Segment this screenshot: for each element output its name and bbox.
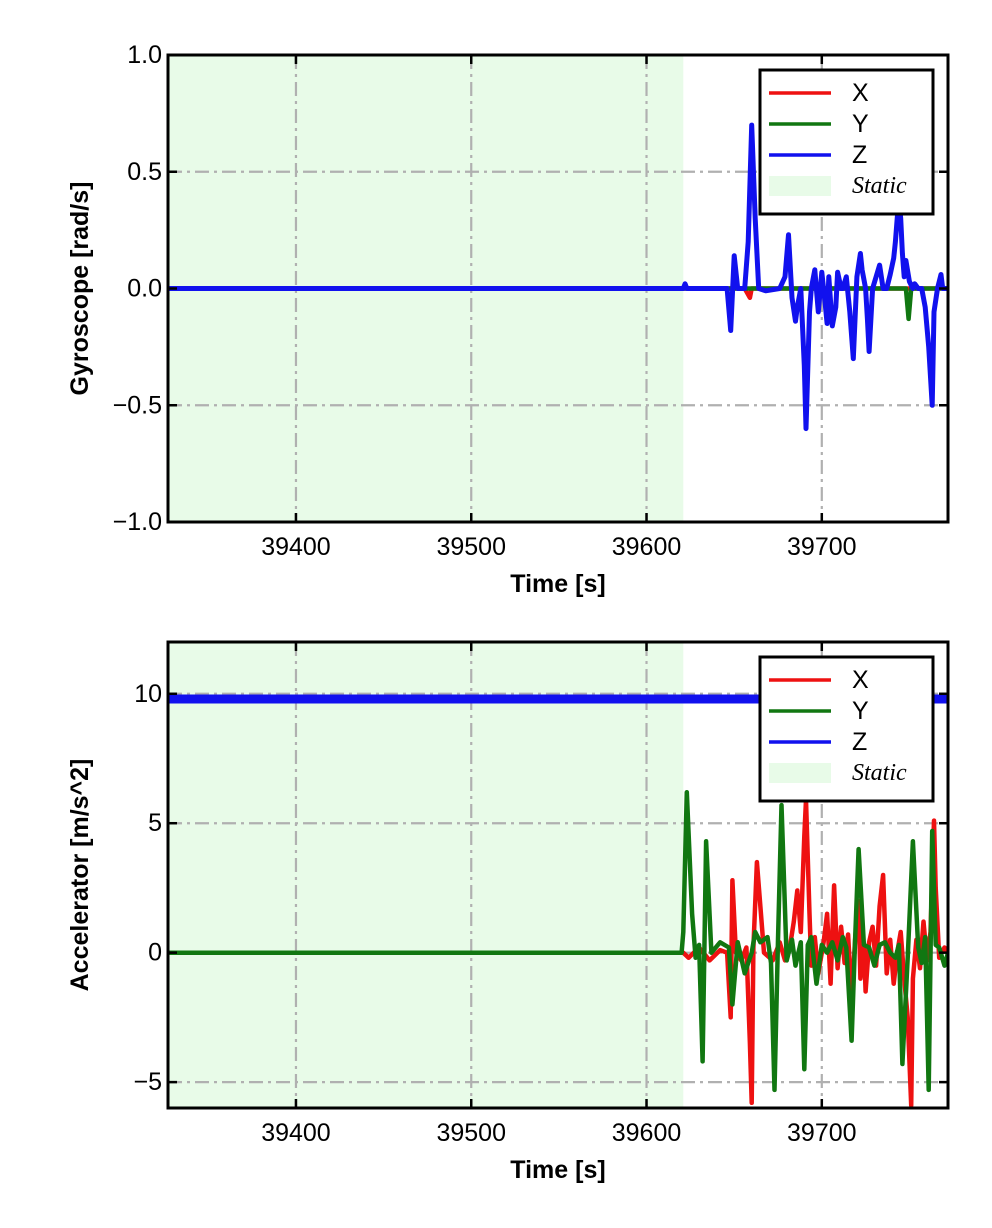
accelerator-legend: X Y Z Static [758, 655, 935, 803]
accelerator-y-tick-label: −5 [133, 1068, 162, 1096]
gyroscope-legend-label-x: X [852, 79, 869, 107]
accelerator-x-tick-label: 39600 [612, 1119, 682, 1147]
gyroscope-legend-swatch-static [769, 176, 831, 196]
accelerator-legend-label-static: Static [852, 760, 907, 786]
accelerator-y-tick-label: 5 [148, 809, 162, 837]
gyroscope-series-z-line [168, 122, 948, 432]
accelerator-x-tick-label: 39700 [787, 1119, 857, 1147]
gyroscope-legend: X Y Z Static [758, 68, 935, 216]
accelerator-y-tick-label: 0 [148, 939, 162, 967]
gyroscope-legend-label-static: Static [852, 173, 907, 199]
gyroscope-x-tick-label: 39500 [436, 533, 506, 561]
accelerator-series-y-line [168, 789, 948, 1093]
accelerator-plot-frame [166, 640, 950, 1110]
gyroscope-legend-label-z: Z [852, 141, 867, 169]
gyroscope-y-axis-label: Gyroscope [rad/s] [66, 182, 94, 396]
accelerator-legend-label-z: Z [852, 728, 867, 756]
accelerator-x-tick-label: 39500 [436, 1119, 506, 1147]
gyroscope-ticks: 39400 39500 39600 39700 −1.0 −0.5 0.0 0.5 1.0 [113, 41, 948, 561]
gyroscope-y-tick-label: 0.0 [127, 275, 162, 303]
gyroscope-x-axis-label: Time [s] [510, 570, 605, 598]
accelerator-y-tick-label: 10 [134, 680, 162, 708]
gyroscope-y-tick-label: −0.5 [113, 391, 162, 419]
gyroscope-legend-label-y: Y [852, 110, 869, 138]
gyroscope-x-tick-label: 39400 [261, 533, 331, 561]
accelerator-legend-swatch-static [769, 763, 831, 783]
gyroscope-y-tick-label: 1.0 [127, 41, 162, 69]
accelerator-legend-label-x: X [852, 666, 869, 694]
gyroscope-x-tick-label: 39600 [612, 533, 682, 561]
accelerator-chart: 39400 39500 39600 39700 −5 0 5 10 Time [s] Acce… [66, 640, 950, 1184]
gyroscope-series [168, 122, 948, 432]
gyroscope-x-tick-label: 39700 [787, 533, 857, 561]
gyroscope-y-tick-label: −1.0 [113, 508, 162, 536]
accelerator-static-region [168, 642, 684, 1108]
accelerator-y-axis-label: Accelerator [m/s^2] [66, 759, 94, 992]
accelerator-x-tick-label: 39400 [261, 1119, 331, 1147]
accelerator-legend-label-y: Y [852, 697, 869, 725]
accelerator-x-axis-label: Time [s] [510, 1156, 605, 1184]
accelerator-ticks: 39400 39500 39600 39700 −5 0 5 10 [133, 642, 948, 1147]
gyroscope-y-tick-label: 0.5 [127, 158, 162, 186]
gyroscope-chart: 39400 39500 39600 39700 −1.0 −0.5 0.0 0.5 1.0 Ti… [66, 41, 950, 598]
